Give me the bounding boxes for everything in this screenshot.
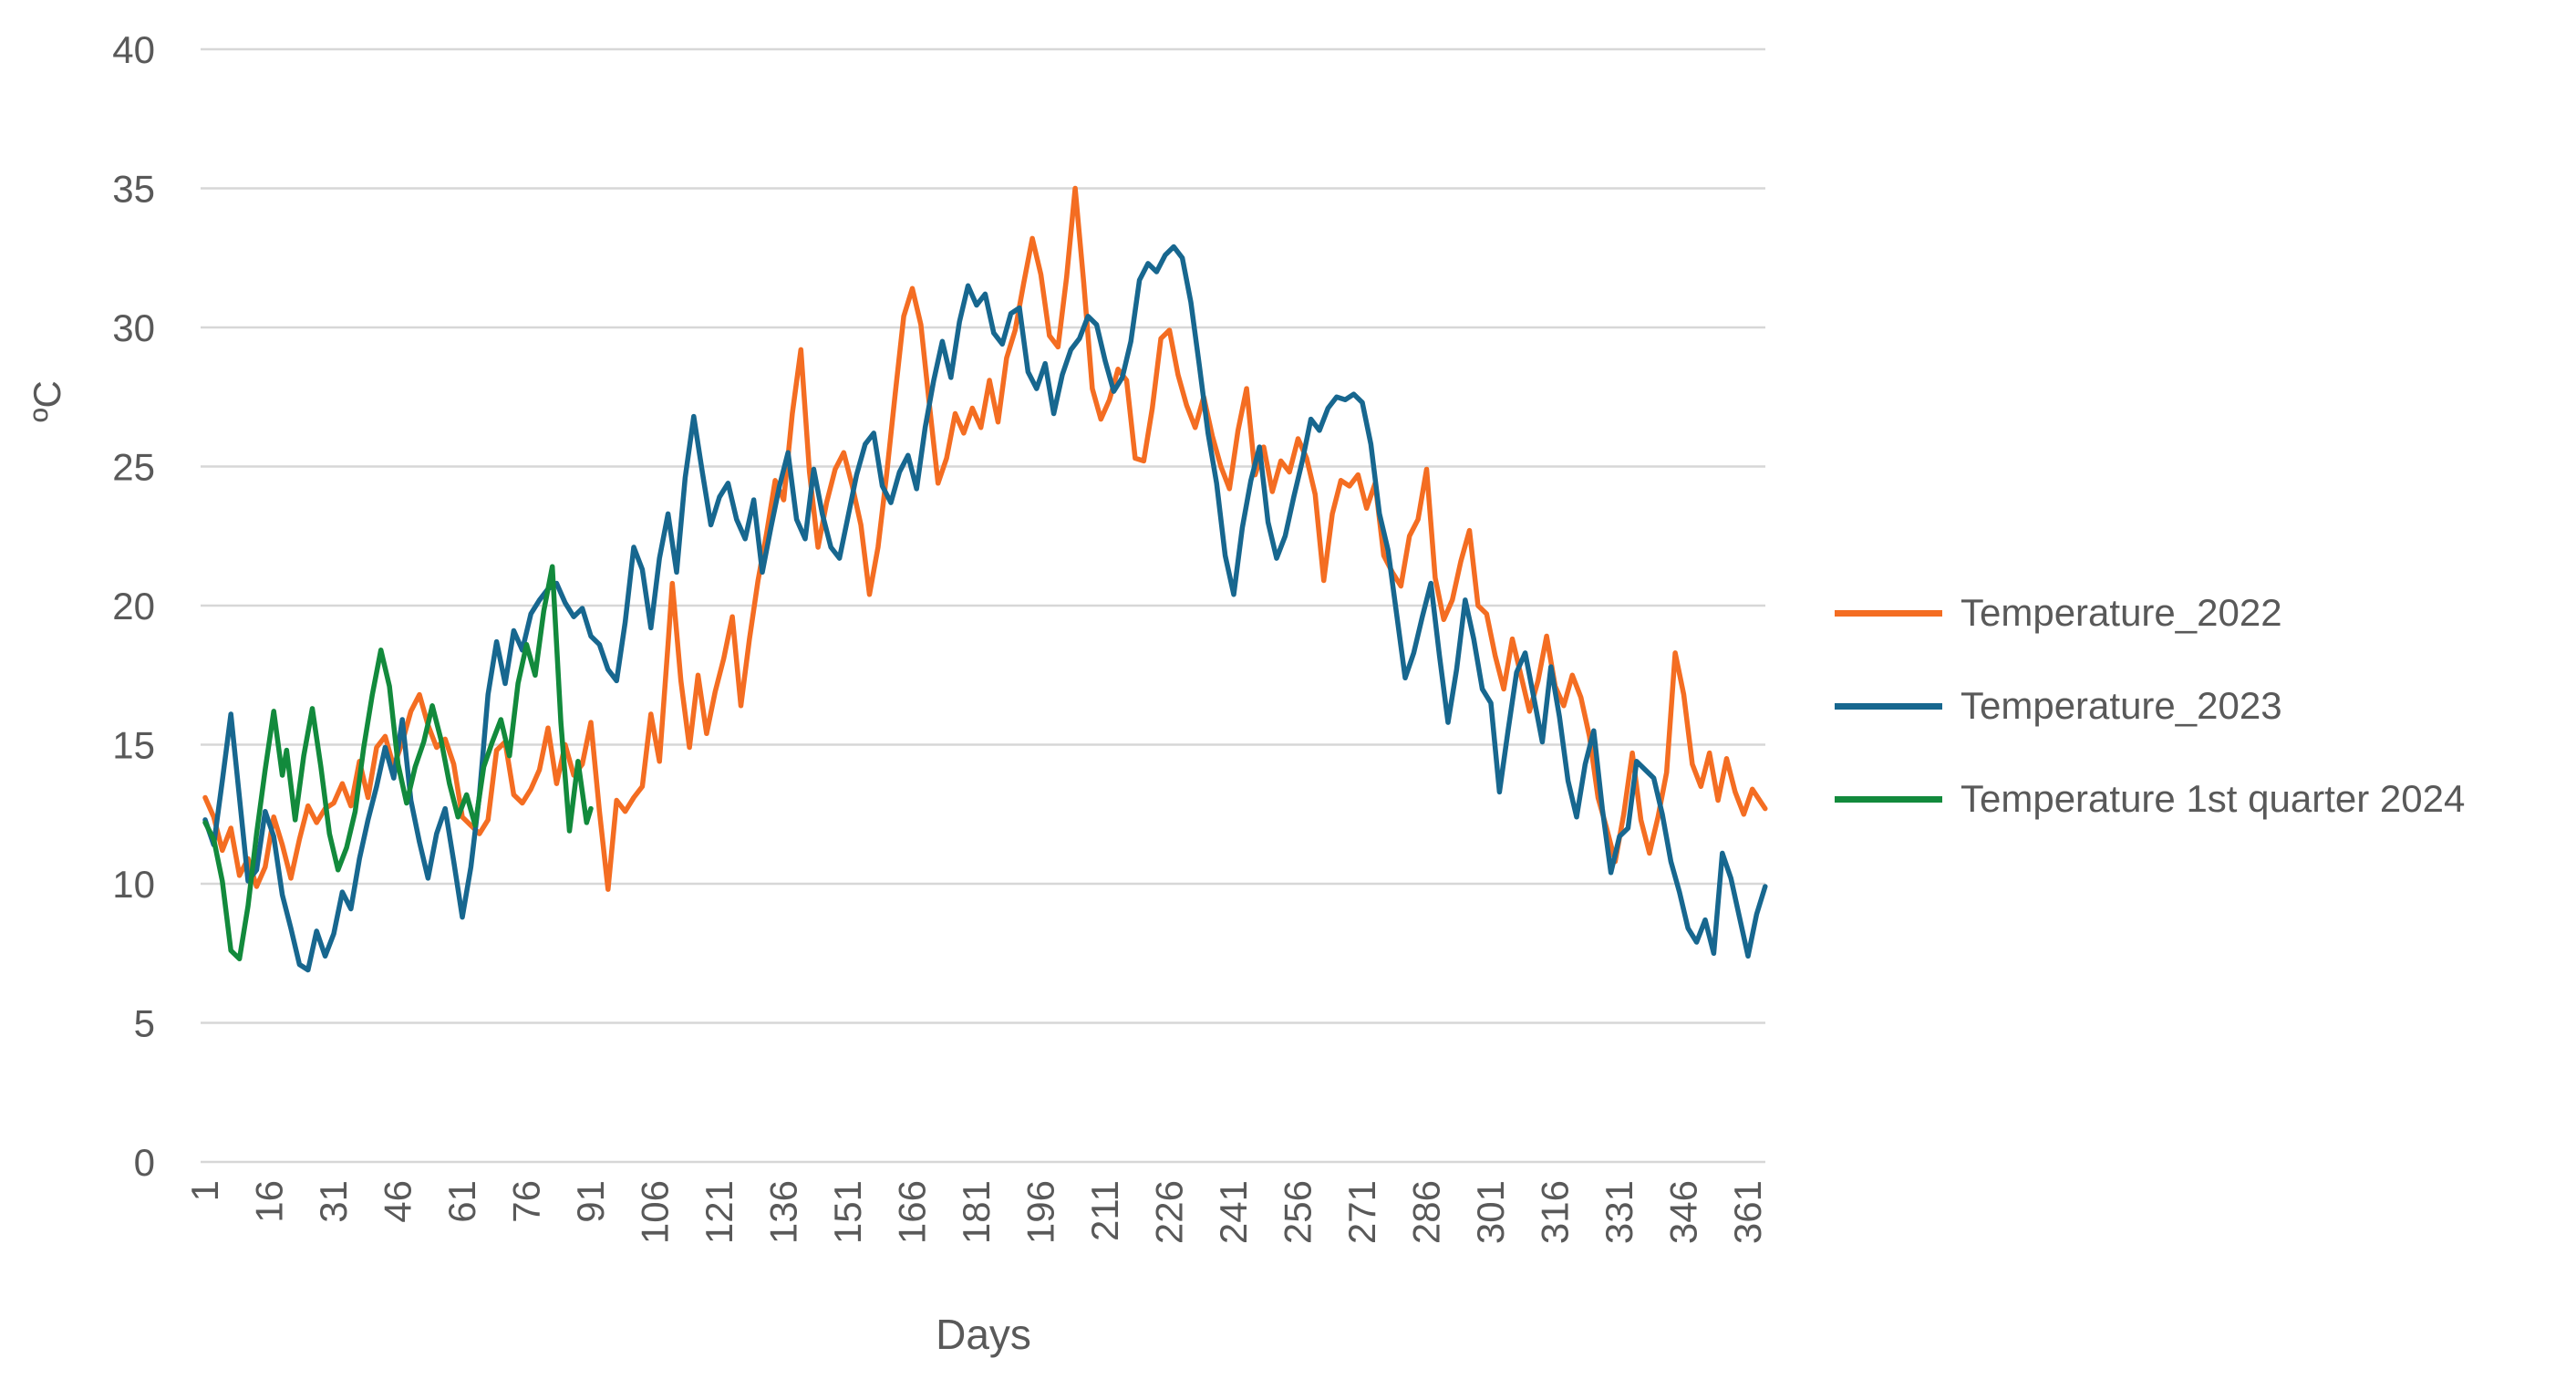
x-tick-label-16: 16 (248, 1180, 291, 1223)
x-tick-label-271: 271 (1340, 1180, 1383, 1244)
legend-swatch-icon (1835, 702, 1942, 710)
x-tick-label-46: 46 (377, 1180, 419, 1223)
y-tick-label-25: 25 (112, 446, 155, 489)
legend-label: Temperature_2023 (1960, 684, 2282, 727)
y-tick-label-0: 0 (134, 1141, 155, 1184)
y-tick-label-35: 35 (112, 168, 155, 211)
y-tick-label-30: 30 (112, 306, 155, 349)
x-tick-label-121: 121 (698, 1180, 740, 1244)
x-tick-label-301: 301 (1469, 1180, 1512, 1244)
legend-item-1: Temperature_2023 (1835, 659, 2465, 752)
x-tick-label-91: 91 (569, 1180, 612, 1223)
series-line-0 (202, 185, 1768, 892)
legend-item-0: Temperature_2022 (1835, 566, 2465, 659)
x-tick-label-1: 1 (183, 1180, 226, 1201)
y-tick-label-10: 10 (112, 863, 155, 906)
x-tick-label-76: 76 (505, 1180, 548, 1223)
x-tick-label-286: 286 (1405, 1180, 1448, 1244)
y-axis-title: ºC (26, 380, 68, 422)
x-tick-label-346: 346 (1662, 1180, 1705, 1244)
y-tick-label-5: 5 (134, 1002, 155, 1045)
legend-label: Temperature_2022 (1960, 591, 2282, 634)
y-tick-label-40: 40 (112, 28, 155, 71)
x-tick-label-106: 106 (634, 1180, 677, 1244)
legend-swatch-icon (1835, 795, 1942, 803)
y-tick-label-20: 20 (112, 585, 155, 627)
chart-legend: Temperature_2022 Temperature_2023 Temperat… (1835, 566, 2465, 845)
x-tick-label-316: 316 (1534, 1180, 1577, 1244)
x-axis-title: Days (936, 1311, 1031, 1358)
x-tick-label-196: 196 (1019, 1180, 1062, 1244)
x-tick-label-241: 241 (1212, 1180, 1255, 1244)
x-tick-label-331: 331 (1598, 1180, 1640, 1244)
x-tick-label-151: 151 (826, 1180, 869, 1244)
x-tick-label-61: 61 (440, 1180, 483, 1223)
x-tick-label-136: 136 (762, 1180, 805, 1244)
x-tick-label-31: 31 (312, 1180, 355, 1223)
x-tick-label-226: 226 (1148, 1180, 1191, 1244)
legend-label: Temperature 1st quarter 2024 (1960, 777, 2466, 820)
x-tick-label-166: 166 (891, 1180, 934, 1244)
series-line-2 (202, 564, 594, 962)
y-tick-label-15: 15 (112, 724, 155, 767)
x-tick-label-256: 256 (1277, 1180, 1319, 1244)
legend-item-2: Temperature 1st quarter 2024 (1835, 752, 2465, 845)
x-tick-label-211: 211 (1083, 1180, 1126, 1241)
legend-swatch-icon (1835, 609, 1942, 617)
x-tick-label-181: 181 (955, 1180, 998, 1244)
series-line-1 (202, 244, 1768, 973)
x-tick-label-361: 361 (1726, 1180, 1769, 1244)
